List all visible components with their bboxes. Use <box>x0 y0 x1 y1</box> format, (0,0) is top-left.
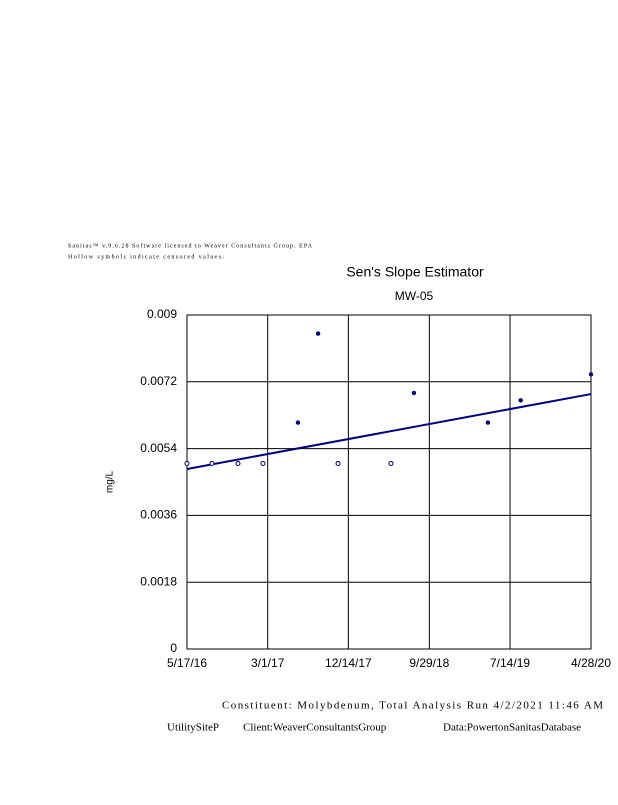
censored-point <box>235 460 241 466</box>
x-tick-label: 7/14/19 <box>490 656 530 670</box>
detected-point <box>315 331 321 336</box>
x-tick-label: 12/14/17 <box>325 656 372 670</box>
trend-line <box>186 393 592 470</box>
plot-border <box>186 314 592 650</box>
censored-point <box>335 460 341 466</box>
x-tick-label: 3/1/17 <box>251 656 285 670</box>
footer-text: Data:PowertonSanitasDatabase <box>443 722 581 734</box>
detected-point <box>518 398 523 403</box>
footer-text: UtilitySiteP <box>167 722 219 734</box>
x-tick-label: 4/28/20 <box>571 656 611 670</box>
y-tick-label: 0.0036 <box>140 508 177 522</box>
header-line: Hollow symbols indicate censored values. <box>68 254 225 260</box>
censored-point <box>209 460 215 466</box>
y-tick-label: 0 <box>170 641 177 655</box>
y-tick-label: 0.009 <box>147 307 177 321</box>
x-tick-label: 9/29/18 <box>409 656 449 670</box>
y-tick-label: 0.0054 <box>140 441 177 455</box>
censored-point <box>388 460 394 466</box>
footer-line: Constituent: Molybdenum, Total Analysis … <box>222 700 603 712</box>
chart-title: Sen's Slope Estimator <box>346 264 484 280</box>
footer-text: Client:WeaverConsultantsGroup <box>243 722 387 734</box>
detected-point <box>485 420 491 425</box>
censored-point <box>260 460 266 466</box>
detected-point <box>411 390 417 396</box>
chart-subtitle: MW-05 <box>395 289 434 303</box>
censored-point <box>184 460 190 466</box>
header-line: Sanitas™ v.9.6.28 Software licensed to W… <box>68 242 313 249</box>
y-tick-label: 0.0072 <box>140 374 177 388</box>
detected-point <box>295 420 301 425</box>
y-tick-label: 0.0018 <box>140 574 177 588</box>
y-axis-label: mg/L <box>105 470 116 493</box>
x-tick-label: 5/17/16 <box>167 656 207 670</box>
detected-point <box>588 372 594 377</box>
